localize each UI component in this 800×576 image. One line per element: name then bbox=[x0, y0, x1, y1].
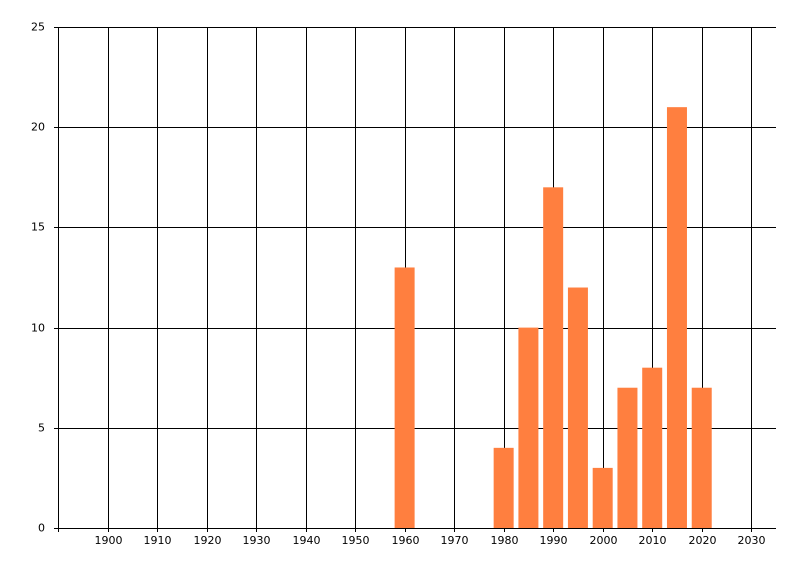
bar bbox=[592, 467, 613, 528]
bar bbox=[666, 107, 687, 528]
y-tick-label: 25 bbox=[31, 21, 45, 34]
x-tick-label: 2020 bbox=[689, 534, 717, 547]
y-tick-label: 15 bbox=[31, 221, 45, 234]
x-tick-label: 1970 bbox=[441, 534, 469, 547]
bar bbox=[691, 387, 712, 528]
bar bbox=[642, 367, 663, 528]
bar bbox=[493, 447, 514, 528]
x-tick-label: 1990 bbox=[540, 534, 568, 547]
bar bbox=[567, 287, 588, 528]
x-tick-label: 1920 bbox=[194, 534, 222, 547]
x-tick-label: 1940 bbox=[293, 534, 321, 547]
y-tick-label: 0 bbox=[38, 522, 45, 535]
y-tick-label: 20 bbox=[31, 121, 45, 134]
x-tick-label: 1900 bbox=[95, 534, 123, 547]
x-tick-label: 1960 bbox=[392, 534, 420, 547]
x-tick-label: 2010 bbox=[639, 534, 667, 547]
x-tick-label: 1910 bbox=[144, 534, 172, 547]
bar bbox=[518, 327, 539, 528]
x-tick-label: 1980 bbox=[491, 534, 519, 547]
bar bbox=[617, 387, 638, 528]
x-tick-label: 2000 bbox=[590, 534, 618, 547]
bar bbox=[543, 187, 564, 528]
x-tick-label: 1950 bbox=[342, 534, 370, 547]
bar bbox=[394, 267, 415, 528]
y-tick-label: 10 bbox=[31, 322, 45, 335]
x-tick-label: 1930 bbox=[243, 534, 271, 547]
y-tick-label: 5 bbox=[38, 422, 45, 435]
x-tick-label: 2030 bbox=[738, 534, 766, 547]
